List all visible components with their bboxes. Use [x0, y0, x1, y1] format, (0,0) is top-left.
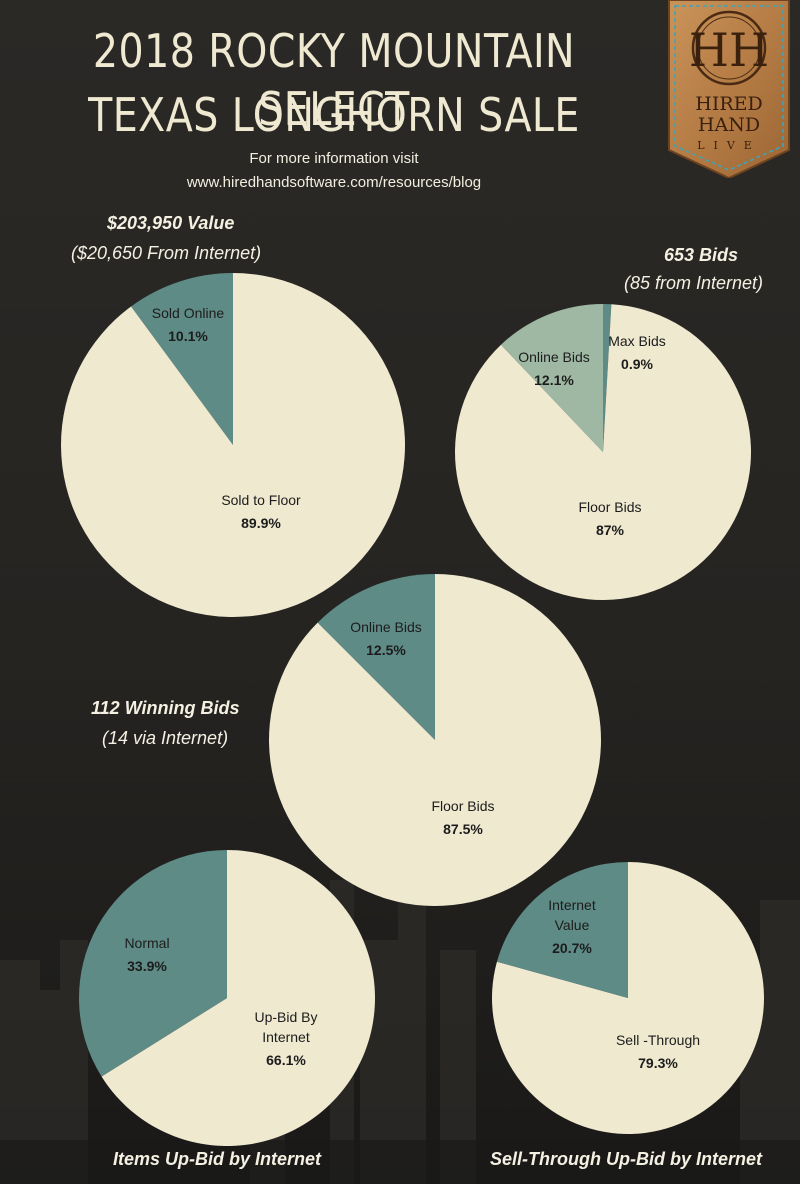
slice-value-floor-bids: 87% — [596, 522, 625, 538]
logo-word-hired: HIRED — [695, 93, 762, 115]
hired-hand-live-logo: HH HIRED HAND LIVE — [668, 0, 790, 178]
slice-value-max-bids: 0.9% — [621, 356, 653, 372]
slice-label-sell-through: Sell -Through 79.3% — [616, 1032, 700, 1071]
pie-slice-floor-bids — [455, 304, 751, 601]
slice-label-internet-value: Internet Value 20.7% — [548, 897, 596, 956]
pie-slice-internet-value — [496, 862, 628, 998]
pie-chart-3: Online Bids 12.5% Floor Bids 87.5% — [269, 574, 602, 906]
pie-chart-4: Up-Bid By Internet 66.1% Normal 33.9% — [78, 850, 375, 1146]
pie-slice-online-bids — [317, 574, 435, 740]
winning-bids-chart-title: 112 Winning Bids — [91, 698, 240, 718]
slice-value-sold-online: 10.1% — [168, 328, 208, 344]
slice-label-max-bids: Max Bids 0.9% — [608, 333, 666, 372]
logo-monogram: HH — [689, 23, 769, 77]
slice-label-online-bids: Online Bids 12.1% — [518, 349, 590, 388]
info-text: For more information visit — [249, 150, 419, 167]
logo-word-live: LIVE — [697, 139, 761, 152]
pie-slice-up-bid-by-internet — [101, 850, 375, 1146]
pie-slice-online-bids — [501, 304, 603, 452]
pie-chart-2: Max Bids 0.9% Floor Bids 87% Online Bids 12.1… — [455, 304, 751, 601]
pie-slice-max-bids — [603, 304, 612, 452]
info-url: www.hiredhandsoftware.com/resources/blog — [186, 174, 482, 191]
slice-value-normal: 33.9% — [127, 958, 167, 974]
slice-value-online-bids: 12.5% — [366, 642, 406, 658]
pie-slice-normal — [78, 850, 227, 1077]
bids-chart-subtitle: (85 from Internet) — [624, 273, 764, 293]
slice-label-sold-to-floor: Sold to Floor 89.9% — [221, 492, 301, 531]
slice-value-sold-to-floor: 89.9% — [241, 515, 281, 531]
pie-slice-sold-online — [131, 273, 233, 445]
slice-value-online-bids: 12.1% — [534, 372, 574, 388]
slice-label-normal: Normal 33.9% — [124, 935, 169, 974]
slice-value-floor-bids: 87.5% — [443, 821, 483, 837]
sellthrough-chart-title: Sell-Through Up-Bid by Internet — [490, 1149, 762, 1169]
slice-label-up-bid-by-internet: Up-Bid By Internet 66.1% — [254, 1009, 317, 1068]
slice-label-floor-bids: Floor Bids 87.5% — [431, 798, 494, 837]
slice-value-up-bid-by-internet: 66.1% — [266, 1052, 306, 1068]
pie-chart-5: Sell -Through 79.3% Internet Value 20.7% — [491, 862, 765, 1134]
value-chart-subtitle: ($20,650 From Internet) — [71, 243, 262, 263]
pie-slice-floor-bids — [269, 574, 602, 906]
slice-label-sold-online: Sold Online 10.1% — [152, 305, 225, 344]
value-chart-title: $203,950 Value — [107, 213, 235, 233]
pie-chart-1: Sold Online 10.1% Sold to Floor 89.9% — [60, 273, 405, 617]
logo-word-hand: HAND — [698, 114, 760, 136]
page-title-line-2: TEXAS LONGHORN SALE — [88, 88, 580, 142]
page-title-line-1: 2018 ROCKY MOUNTAIN SELECT — [92, 24, 576, 136]
pie-slice-sold-to-floor — [60, 273, 405, 617]
upbid-chart-title: Items Up-Bid by Internet — [113, 1149, 322, 1169]
slice-value-internet-value: 20.7% — [552, 940, 592, 956]
slice-label-online-bids: Online Bids 12.5% — [350, 619, 422, 658]
slice-label-floor-bids: Floor Bids 87% — [578, 499, 641, 538]
slice-value-sell-through: 79.3% — [638, 1055, 678, 1071]
winning-bids-chart-subtitle: (14 via Internet) — [102, 728, 229, 748]
bids-chart-title: 653 Bids — [664, 245, 739, 265]
